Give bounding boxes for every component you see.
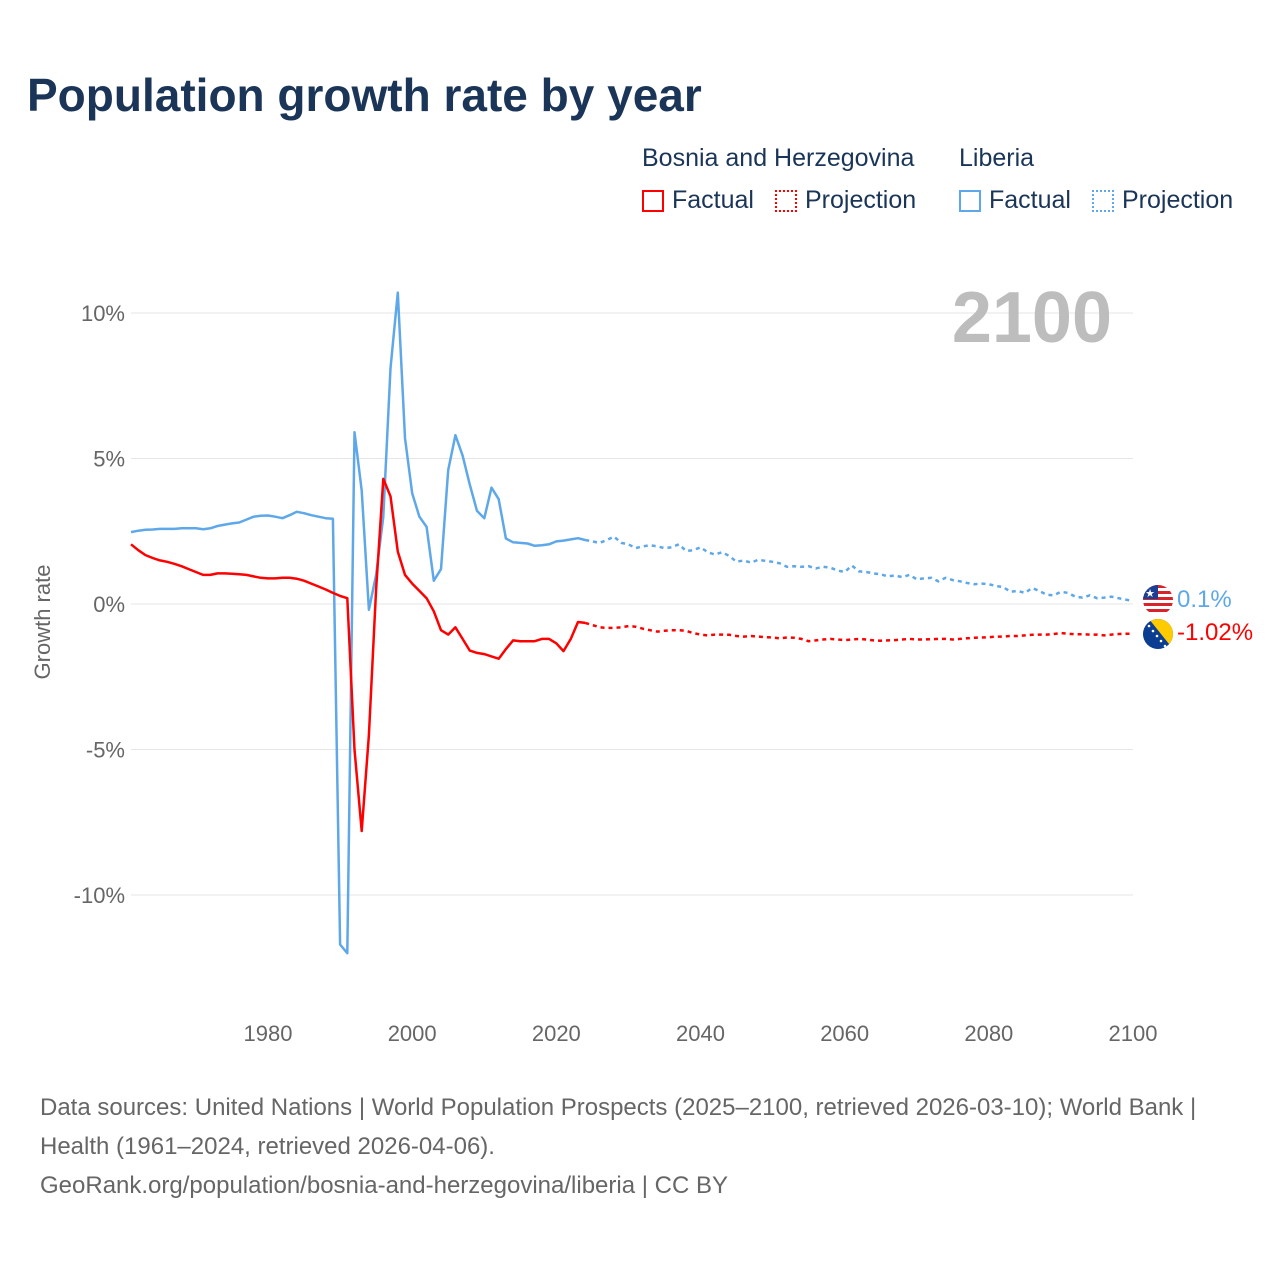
legend-label: Factual xyxy=(989,186,1071,214)
legend-group-bosnia: Bosnia and Herzegovina xyxy=(642,144,915,172)
liberia-factual-line xyxy=(130,291,586,955)
liberia-flag-icon: ★ xyxy=(1143,585,1173,615)
x-tick-label: 2020 xyxy=(532,1021,581,1046)
legend-swatch-solid xyxy=(642,189,664,212)
chart-title: Population growth rate by year xyxy=(27,69,702,121)
legend-label: Projection xyxy=(1122,186,1234,214)
x-tick-label: 2040 xyxy=(676,1021,725,1046)
footer: Data sources: United Nations | World Pop… xyxy=(40,1088,1240,1205)
legend-group-liberia: Liberia xyxy=(959,144,1035,172)
x-tick-label: 2000 xyxy=(388,1021,437,1046)
x-tick-label: 1980 xyxy=(244,1021,293,1046)
source-link[interactable]: GeoRank.org/population/bosnia-and-herzeg… xyxy=(40,1172,728,1199)
year-display: 2100 xyxy=(952,278,1112,358)
liberia-projection-line xyxy=(584,535,1134,603)
legend-swatch-dotted xyxy=(1092,189,1114,212)
bosnia-and-herzegovina-projection-line xyxy=(584,621,1133,643)
bosnia-flag-icon xyxy=(1143,619,1173,649)
y-tick-label: 10% xyxy=(81,301,125,326)
bosnia-and-herzegovina-factual-line xyxy=(130,477,586,833)
legend-liberia-factual[interactable]: Factual xyxy=(959,186,1071,215)
y-tick-label: 5% xyxy=(93,447,125,472)
liberia-end-label: 0.1% xyxy=(1177,586,1232,613)
y-axis-label: Growth rate xyxy=(30,565,55,680)
legend-swatch-solid xyxy=(959,189,981,212)
y-tick-label: 0% xyxy=(93,592,125,617)
chart-plot: 10% 5% 0% -5% -10% 1980 2000 2020 2040 2060 2080 21… xyxy=(30,278,1253,1046)
legend-bosnia-factual[interactable]: Factual xyxy=(642,186,754,215)
legend-liberia-projection[interactable]: Projection xyxy=(1092,186,1233,215)
x-tick-label: 2060 xyxy=(820,1021,869,1046)
legend-label: Projection xyxy=(805,186,917,214)
legend-label: Factual xyxy=(672,186,754,214)
x-tick-label: 2080 xyxy=(964,1021,1013,1046)
data-sources: Data sources: United Nations | World Pop… xyxy=(40,1094,1197,1160)
legend-swatch-dotted xyxy=(775,189,797,212)
y-tick-label: -5% xyxy=(86,738,125,763)
legend-bosnia-projection[interactable]: Projection xyxy=(775,186,916,215)
svg-text:★: ★ xyxy=(1145,588,1155,600)
bosnia-end-label: -1.02% xyxy=(1177,619,1253,646)
x-tick-label: 2100 xyxy=(1109,1021,1158,1046)
y-tick-label: -10% xyxy=(74,883,125,908)
